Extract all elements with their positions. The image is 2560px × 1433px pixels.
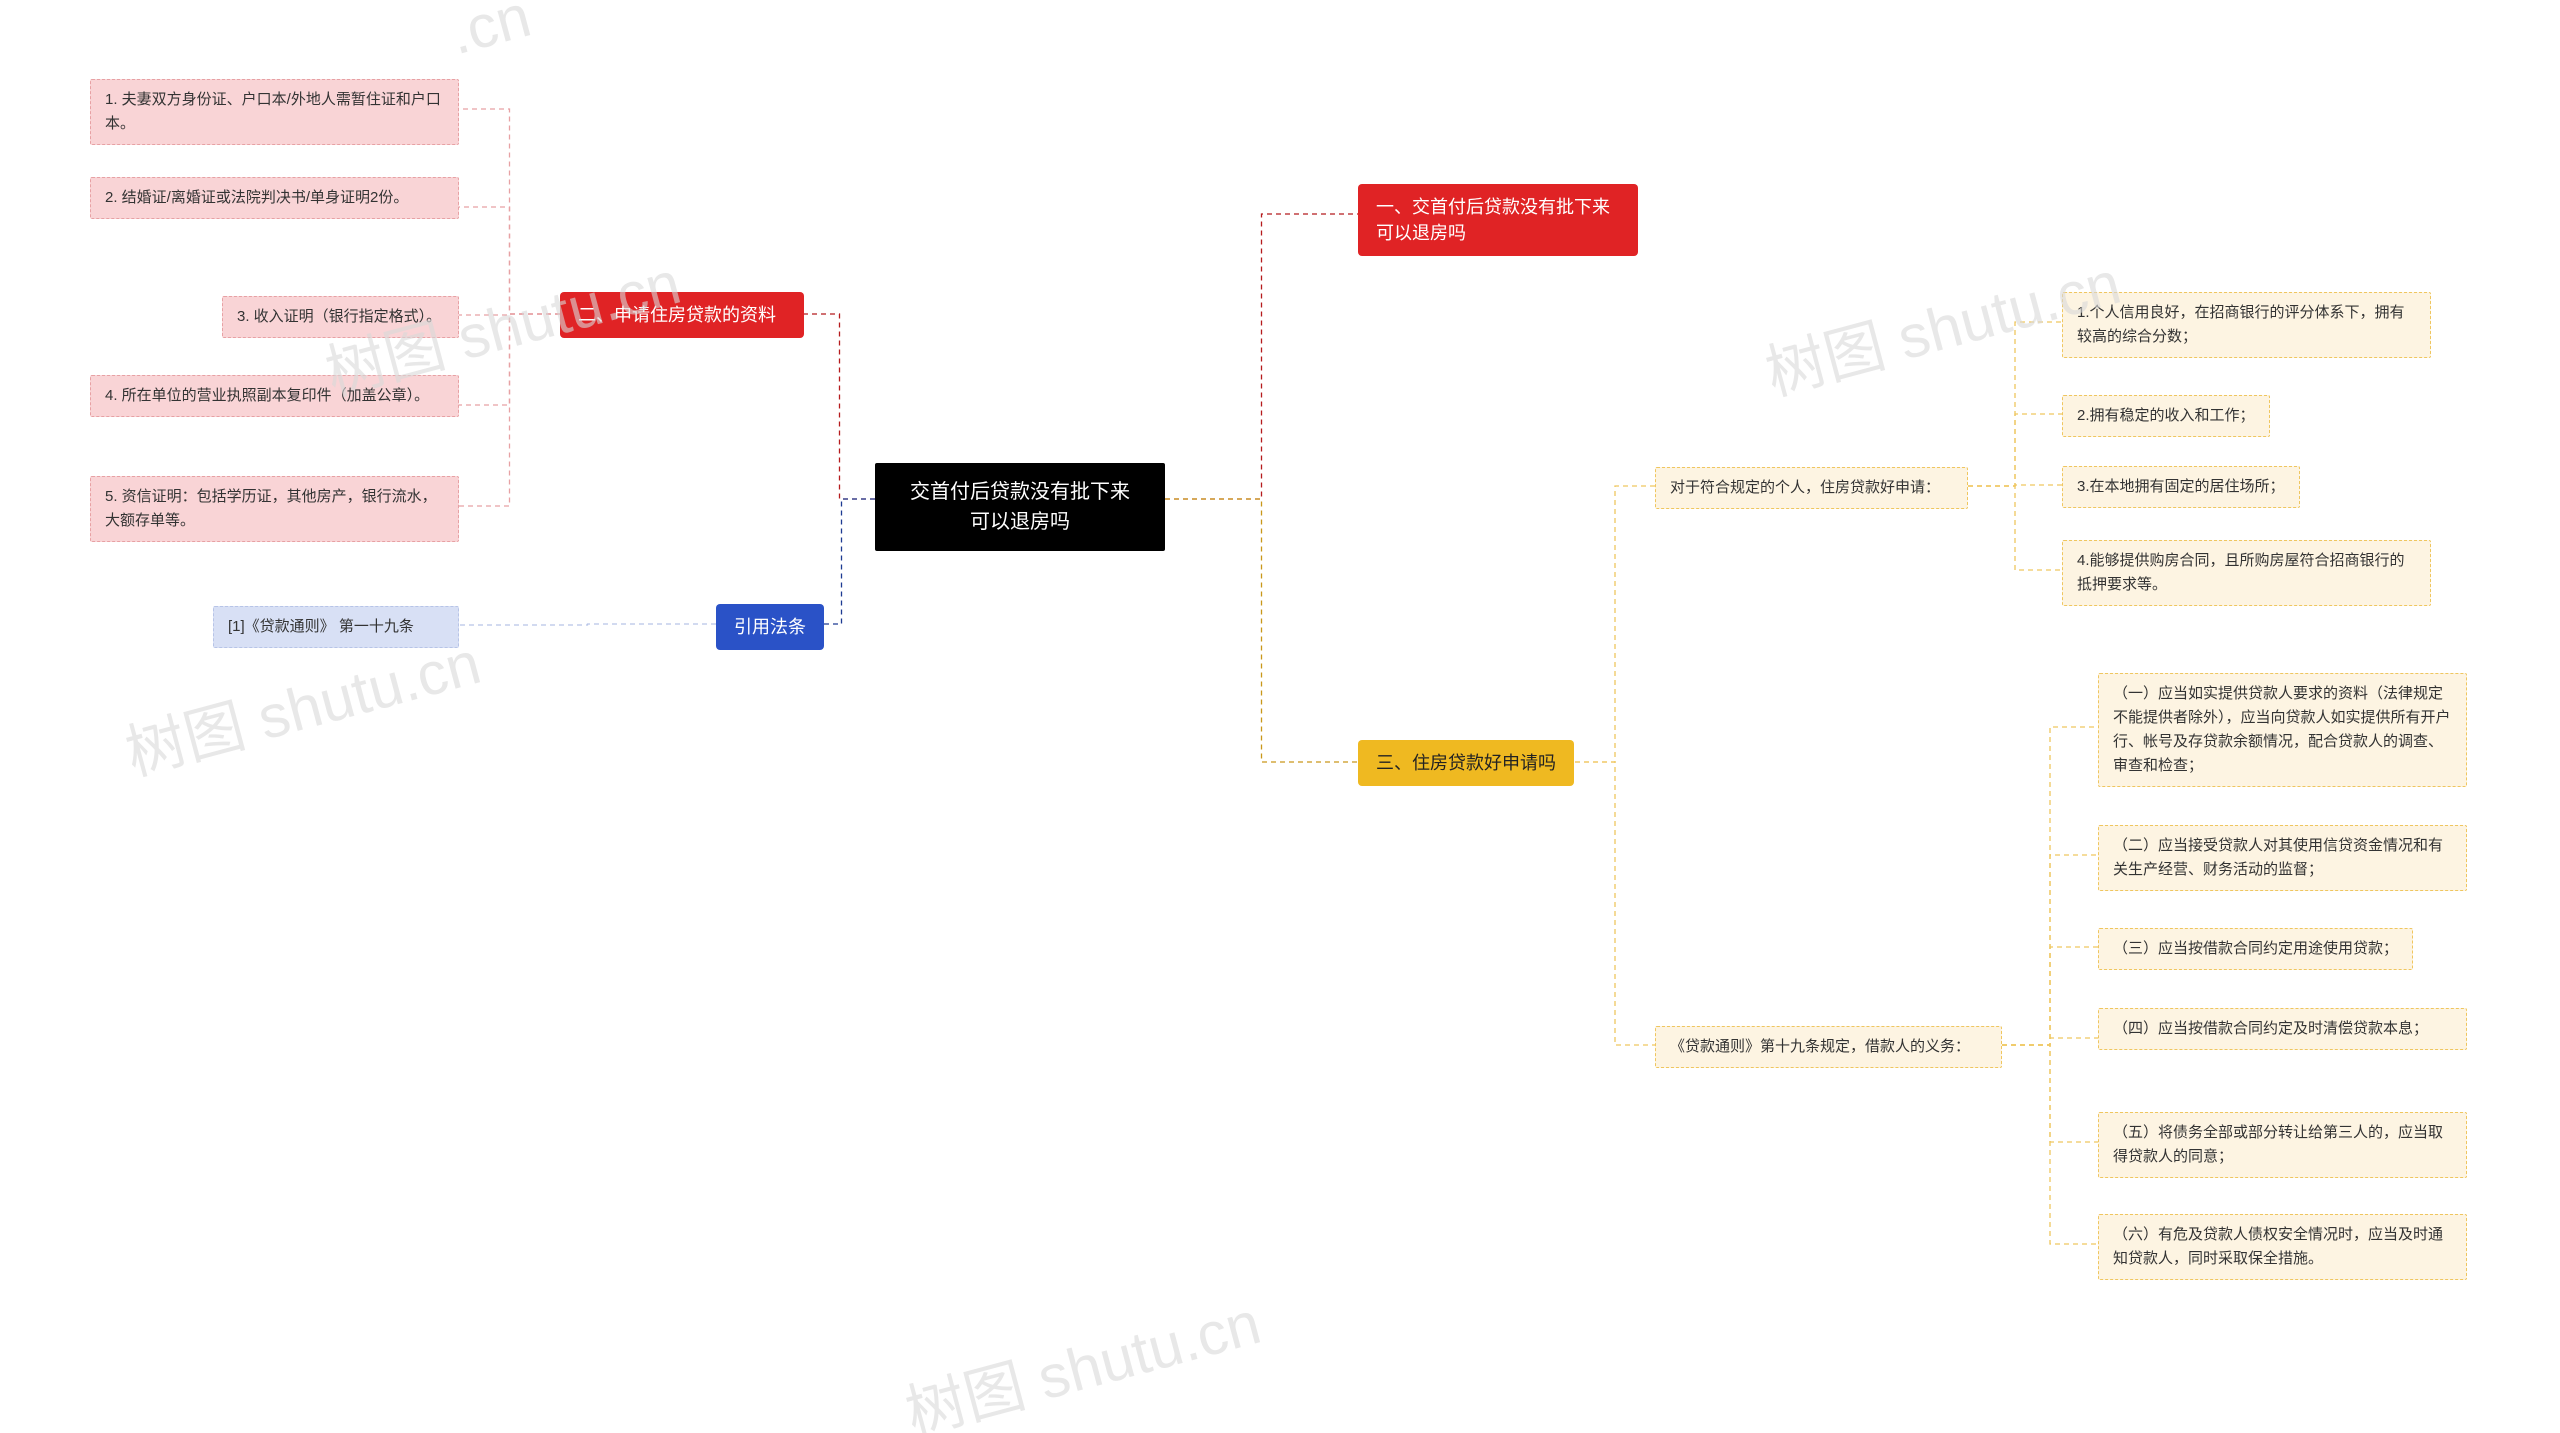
leaf-duty-1: （一）应当如实提供贷款人要求的资料（法律规定不能提供者除外），应当向贷款人如实提… (2098, 673, 2467, 787)
root-line-2: 可以退房吗 (970, 507, 1070, 537)
leaf-duty-5: （五）将债务全部或部分转让给第三人的，应当取得贷款人的同意； (2098, 1112, 2467, 1178)
root-node: 交首付后贷款没有批下来 可以退房吗 (875, 463, 1165, 551)
leaf-qual-4: 4.能够提供购房合同，且所购房屋符合招商银行的抵押要求等。 (2062, 540, 2431, 606)
leaf-law-1: [1]《贷款通则》 第一十九条 (213, 606, 459, 648)
leaf-doc-2: 2. 结婚证/离婚证或法院判决书/单身证明2份。 (90, 177, 459, 219)
branch-documents: 二、申请住房贷款的资料 (560, 292, 804, 338)
leaf-qual-3: 3.在本地拥有固定的居住场所； (2062, 466, 2300, 508)
leaf-doc-5: 5. 资信证明：包括学历证，其他房产，银行流水，大额存单等。 (90, 476, 459, 542)
branch-refund: 一、交首付后贷款没有批下来可以退房吗 (1358, 184, 1638, 256)
leaf-qual-1: 1.个人信用良好，在招商银行的评分体系下，拥有较高的综合分数； (2062, 292, 2431, 358)
root-line-1: 交首付后贷款没有批下来 (910, 477, 1130, 507)
leaf-doc-4: 4. 所在单位的营业执照副本复印件（加盖公章）。 (90, 375, 459, 417)
leaf-duty-6: （六）有危及贷款人债权安全情况时，应当及时通知贷款人，同时采取保全措施。 (2098, 1214, 2467, 1280)
sub-qualified-individual: 对于符合规定的个人，住房贷款好申请： (1655, 467, 1968, 509)
leaf-duty-2: （二）应当接受贷款人对其使用信贷资金情况和有关生产经营、财务活动的监督； (2098, 825, 2467, 891)
leaf-doc-1: 1. 夫妻双方身份证、户口本/外地人需暂住证和户口本。 (90, 79, 459, 145)
leaf-duty-4: （四）应当按借款合同约定及时清偿贷款本息； (2098, 1008, 2467, 1050)
leaf-duty-3: （三）应当按借款合同约定用途使用贷款； (2098, 928, 2413, 970)
sub-loan-rules: 《贷款通则》第十九条规定，借款人的义务： (1655, 1026, 2002, 1068)
branch-easy-apply: 三、住房贷款好申请吗 (1358, 740, 1574, 786)
leaf-doc-3: 3. 收入证明（银行指定格式）。 (222, 296, 459, 338)
branch-law-ref: 引用法条 (716, 604, 824, 650)
leaf-qual-2: 2.拥有稳定的收入和工作； (2062, 395, 2270, 437)
